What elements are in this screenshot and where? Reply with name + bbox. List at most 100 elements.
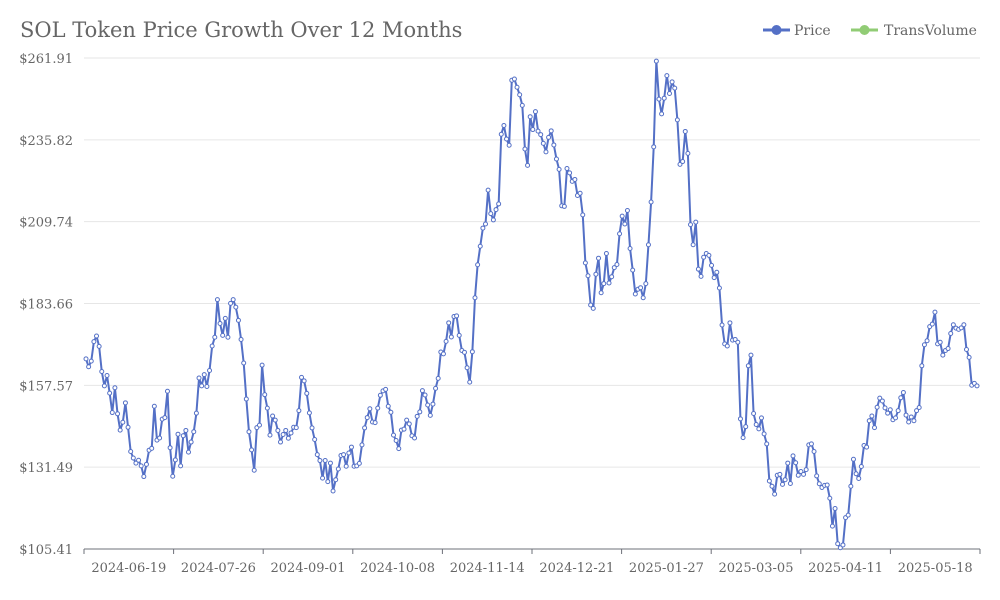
data-point[interactable] (827, 495, 833, 501)
data-point[interactable] (356, 460, 362, 466)
data-point[interactable] (207, 368, 213, 374)
data-point[interactable] (709, 262, 715, 268)
data-point[interactable] (233, 304, 239, 310)
data-point[interactable] (906, 419, 912, 425)
data-point[interactable] (385, 403, 391, 409)
data-point[interactable] (632, 291, 638, 297)
legend-item-price[interactable]: Price (763, 23, 831, 39)
data-point[interactable] (716, 285, 722, 291)
data-point[interactable] (306, 410, 312, 416)
data-point[interactable] (348, 444, 354, 450)
data-point[interactable] (869, 413, 875, 419)
data-point[interactable] (659, 111, 665, 117)
data-point[interactable] (359, 442, 365, 448)
data-point[interactable] (172, 457, 178, 463)
data-point[interactable] (130, 455, 136, 461)
data-point[interactable] (175, 431, 181, 437)
data-point[interactable] (824, 482, 830, 488)
data-point[interactable] (320, 475, 326, 481)
data-point[interactable] (974, 383, 980, 389)
data-point[interactable] (272, 417, 278, 423)
data-point[interactable] (688, 222, 694, 228)
data-point[interactable] (640, 295, 646, 301)
data-point[interactable] (209, 343, 215, 349)
data-point[interactable] (101, 383, 107, 389)
data-point[interactable] (267, 432, 273, 438)
data-point[interactable] (435, 375, 441, 381)
data-point[interactable] (117, 427, 123, 433)
data-point[interactable] (312, 437, 318, 443)
data-point[interactable] (488, 211, 494, 217)
data-point[interactable] (606, 280, 612, 286)
data-point[interactable] (485, 187, 491, 193)
data-point[interactable] (793, 460, 799, 466)
data-point[interactable] (262, 392, 268, 398)
data-point[interactable] (199, 383, 205, 389)
data-point[interactable] (593, 271, 599, 277)
data-point[interactable] (220, 332, 226, 338)
data-point[interactable] (743, 424, 749, 430)
data-point[interactable] (396, 446, 402, 452)
data-point[interactable] (293, 425, 299, 431)
data-point[interactable] (693, 219, 699, 225)
data-point[interactable] (99, 368, 105, 374)
data-point[interactable] (577, 190, 583, 196)
data-point[interactable] (548, 128, 554, 134)
data-point[interactable] (856, 475, 862, 481)
data-point[interactable] (125, 424, 131, 430)
data-point[interactable] (88, 358, 94, 364)
data-point[interactable] (446, 320, 452, 326)
data-point[interactable] (916, 405, 922, 411)
data-point[interactable] (966, 354, 972, 360)
data-point[interactable] (958, 325, 964, 331)
data-point[interactable] (238, 336, 244, 342)
data-point[interactable] (404, 417, 410, 423)
data-point[interactable] (504, 136, 510, 142)
data-point[interactable] (285, 435, 291, 441)
data-point[interactable] (264, 405, 270, 411)
data-point[interactable] (440, 351, 446, 357)
data-point[interactable] (483, 221, 488, 227)
data-point[interactable] (522, 146, 528, 152)
data-point[interactable] (803, 467, 809, 473)
data-point[interactable] (456, 332, 462, 338)
data-point[interactable] (596, 255, 602, 261)
data-point[interactable] (948, 330, 954, 336)
data-point[interactable] (753, 421, 759, 427)
data-point[interactable] (335, 466, 341, 472)
data-point[interactable] (840, 542, 846, 548)
data-point[interactable] (122, 400, 128, 406)
data-point[interactable] (517, 92, 523, 98)
data-point[interactable] (919, 363, 925, 369)
data-point[interactable] (527, 114, 533, 120)
data-point[interactable] (874, 404, 880, 410)
data-point[interactable] (885, 410, 891, 416)
data-point[interactable] (314, 452, 320, 458)
data-point[interactable] (183, 427, 189, 433)
data-point[interactable] (590, 305, 596, 311)
data-point[interactable] (270, 413, 276, 419)
data-point[interactable] (858, 464, 864, 470)
data-point[interactable] (787, 480, 793, 486)
data-point[interactable] (903, 412, 909, 418)
data-point[interactable] (737, 416, 743, 422)
data-point[interactable] (706, 252, 712, 258)
data-point[interactable] (419, 388, 425, 394)
data-point[interactable] (619, 213, 625, 219)
data-point[interactable] (614, 261, 620, 267)
data-point[interactable] (388, 409, 394, 415)
data-point[interactable] (811, 448, 817, 454)
data-point[interactable] (603, 250, 609, 256)
data-point[interactable] (911, 418, 917, 424)
data-point[interactable] (501, 122, 507, 128)
data-point[interactable] (401, 426, 407, 432)
data-point[interactable] (887, 407, 893, 413)
data-point[interactable] (346, 450, 352, 456)
data-point[interactable] (317, 458, 323, 464)
data-point[interactable] (785, 460, 791, 466)
legend-item-transvolume[interactable]: TransVolume (851, 23, 977, 39)
data-point[interactable] (296, 408, 302, 414)
data-point[interactable] (532, 109, 538, 115)
data-point[interactable] (241, 360, 247, 366)
data-point[interactable] (162, 415, 168, 421)
